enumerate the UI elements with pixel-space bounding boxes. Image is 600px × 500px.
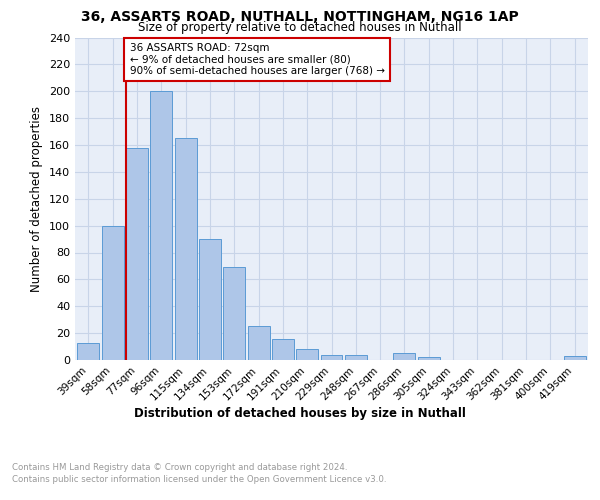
Bar [102, 226, 124, 360]
Text: Distribution of detached houses by size in Nuthall: Distribution of detached houses by size … [134, 408, 466, 420]
Bar [345, 354, 367, 360]
Bar [296, 349, 318, 360]
Bar [272, 338, 294, 360]
Bar [394, 354, 415, 360]
Text: Size of property relative to detached houses in Nuthall: Size of property relative to detached ho… [138, 21, 462, 34]
Text: 36, ASSARTS ROAD, NUTHALL, NOTTINGHAM, NG16 1AP: 36, ASSARTS ROAD, NUTHALL, NOTTINGHAM, N… [81, 10, 519, 24]
Bar [199, 239, 221, 360]
Text: Contains public sector information licensed under the Open Government Licence v3: Contains public sector information licen… [12, 475, 386, 484]
Bar [77, 342, 100, 360]
Bar [151, 91, 172, 360]
Bar [126, 148, 148, 360]
Y-axis label: Number of detached properties: Number of detached properties [31, 106, 43, 292]
Text: Contains HM Land Registry data © Crown copyright and database right 2024.: Contains HM Land Registry data © Crown c… [12, 462, 347, 471]
Bar [223, 268, 245, 360]
Bar [175, 138, 197, 360]
Bar [563, 356, 586, 360]
Bar [418, 358, 440, 360]
Bar [248, 326, 269, 360]
Bar [320, 354, 343, 360]
Text: 36 ASSARTS ROAD: 72sqm
← 9% of detached houses are smaller (80)
90% of semi-deta: 36 ASSARTS ROAD: 72sqm ← 9% of detached … [130, 43, 385, 76]
